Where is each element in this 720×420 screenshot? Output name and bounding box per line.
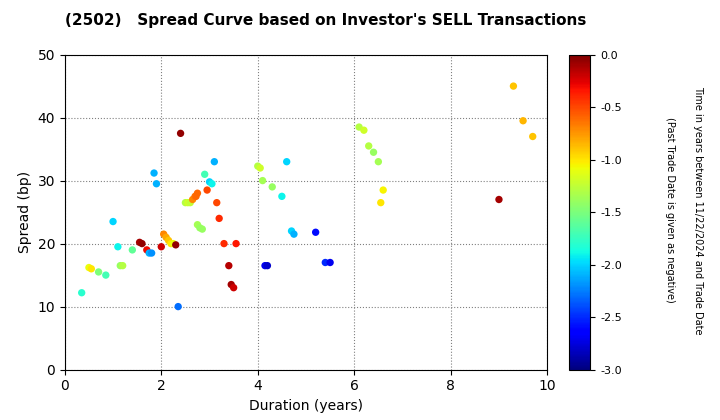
Point bbox=[156, 243, 167, 250]
Point bbox=[213, 215, 225, 222]
Point bbox=[373, 158, 384, 165]
Point bbox=[325, 259, 336, 266]
Point bbox=[288, 231, 300, 238]
Point bbox=[93, 269, 104, 276]
Point bbox=[230, 240, 242, 247]
Point bbox=[190, 193, 202, 199]
Point bbox=[175, 130, 186, 137]
Point bbox=[197, 226, 208, 232]
Point bbox=[84, 264, 95, 271]
Point bbox=[527, 133, 539, 140]
Point bbox=[86, 265, 97, 272]
Point bbox=[354, 123, 365, 130]
Point bbox=[117, 262, 128, 269]
Point bbox=[168, 240, 179, 247]
Point bbox=[180, 199, 192, 206]
Point bbox=[136, 240, 148, 247]
Point bbox=[206, 181, 217, 187]
Point bbox=[375, 199, 387, 206]
Point bbox=[76, 289, 87, 296]
Point bbox=[161, 234, 172, 241]
Point bbox=[493, 196, 505, 203]
Point bbox=[107, 218, 119, 225]
Point bbox=[165, 240, 176, 247]
Point bbox=[358, 127, 369, 134]
Point bbox=[517, 117, 528, 124]
Point bbox=[172, 303, 184, 310]
Point bbox=[134, 239, 145, 246]
Y-axis label: Spread (bp): Spread (bp) bbox=[18, 171, 32, 253]
Point bbox=[141, 247, 153, 253]
Point bbox=[259, 262, 271, 269]
Point bbox=[194, 224, 206, 231]
Point bbox=[310, 229, 321, 236]
Point bbox=[114, 262, 126, 269]
Text: Time in years between 11/22/2024 and Trade Date: Time in years between 11/22/2024 and Tra… bbox=[693, 86, 703, 334]
Point bbox=[209, 158, 220, 165]
Point bbox=[127, 247, 138, 253]
Point bbox=[508, 83, 519, 89]
Point bbox=[281, 158, 292, 165]
Point bbox=[143, 249, 155, 256]
X-axis label: Duration (years): Duration (years) bbox=[249, 399, 363, 413]
Point bbox=[202, 186, 213, 193]
Point bbox=[261, 262, 273, 269]
Text: (Past Trade Date is given as negative): (Past Trade Date is given as negative) bbox=[665, 117, 675, 303]
Point bbox=[254, 165, 266, 171]
Point bbox=[252, 163, 264, 169]
Point bbox=[266, 184, 278, 190]
Point bbox=[170, 241, 181, 248]
Point bbox=[276, 193, 288, 199]
Point bbox=[199, 171, 210, 178]
Point bbox=[211, 199, 222, 206]
Point bbox=[225, 281, 237, 288]
Point bbox=[187, 196, 199, 203]
Point bbox=[163, 237, 174, 244]
Point bbox=[192, 190, 203, 197]
Point bbox=[112, 243, 124, 250]
Point bbox=[204, 178, 215, 185]
Point bbox=[182, 199, 194, 206]
Point bbox=[257, 177, 269, 184]
Point bbox=[192, 221, 203, 228]
Point bbox=[148, 170, 160, 176]
Point bbox=[158, 231, 169, 238]
Point bbox=[286, 228, 297, 234]
Point bbox=[150, 181, 162, 187]
Point bbox=[363, 142, 374, 149]
Point bbox=[218, 240, 230, 247]
Text: (2502)   Spread Curve based on Investor's SELL Transactions: (2502) Spread Curve based on Investor's … bbox=[65, 13, 586, 28]
Point bbox=[184, 199, 196, 206]
Point bbox=[146, 249, 158, 256]
Point bbox=[377, 186, 389, 193]
Point bbox=[189, 193, 201, 199]
Point bbox=[320, 259, 331, 266]
Point bbox=[100, 272, 112, 278]
Point bbox=[368, 149, 379, 155]
Point bbox=[223, 262, 235, 269]
Point bbox=[228, 284, 240, 291]
